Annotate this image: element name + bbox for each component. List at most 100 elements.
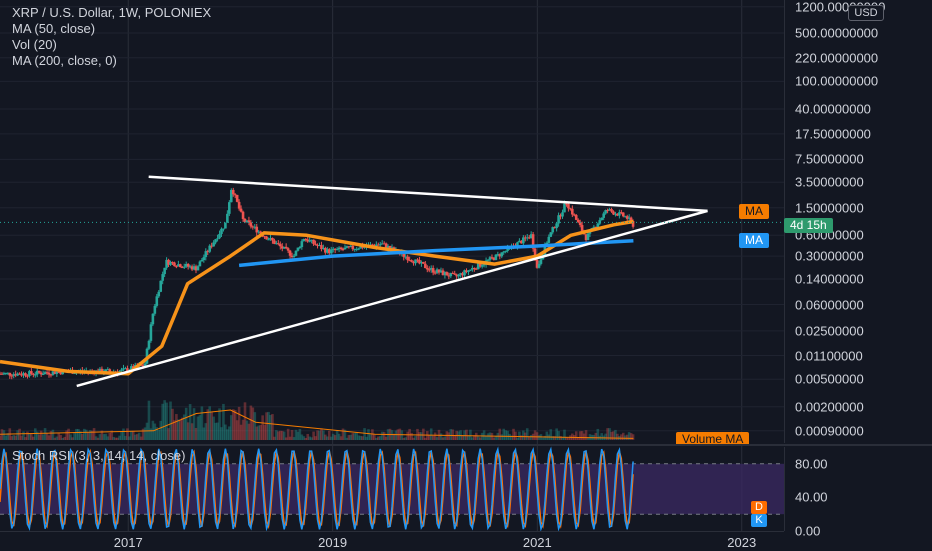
volume-bar	[310, 437, 313, 440]
volume-bar	[306, 433, 310, 440]
candle-body	[559, 215, 562, 217]
volume-bar	[120, 431, 123, 440]
time-axis[interactable]: 2017 2019 2021 2023	[0, 531, 784, 551]
candle-body	[473, 267, 476, 269]
volume-bar	[118, 435, 121, 440]
volume-bar	[41, 434, 45, 440]
volume-bar	[508, 433, 511, 440]
volume-bar	[588, 434, 592, 440]
volume-bar	[216, 422, 219, 440]
volume-bar	[629, 433, 633, 440]
volume-bar	[467, 435, 470, 440]
volume-bar	[259, 425, 262, 440]
volume-bar	[75, 428, 78, 440]
volume-bar	[449, 429, 453, 440]
volume-bar	[371, 429, 374, 440]
volume-bar	[53, 437, 57, 440]
candle-body	[55, 371, 59, 374]
candle-body	[22, 373, 25, 376]
volume-bar	[441, 437, 445, 440]
volume-bar	[226, 429, 229, 440]
volume-bar	[206, 409, 210, 440]
lower-trendline	[76, 209, 708, 388]
volume-bar	[414, 435, 417, 440]
candle-body	[412, 261, 415, 264]
volume-bar	[114, 437, 117, 440]
countdown-badge: 4d 15h	[784, 218, 833, 233]
volume-bar	[402, 437, 406, 440]
ma50-legend[interactable]: MA (50, close)	[12, 21, 96, 36]
candle-body	[324, 247, 327, 253]
candle-body	[414, 259, 417, 264]
volume-bar	[431, 435, 435, 440]
candle-body	[629, 217, 633, 222]
time-tick-label: 2023	[727, 535, 757, 550]
candle-body	[8, 372, 12, 376]
candle-body	[239, 208, 243, 212]
volume-bar	[237, 406, 241, 440]
volume-bar	[6, 433, 10, 440]
candle-body	[522, 237, 525, 244]
candle-body	[574, 215, 578, 220]
symbol-title[interactable]: XRP / U.S. Dollar, 1W, POLONIEX	[12, 5, 212, 20]
candle-body	[241, 211, 245, 219]
candle-body	[469, 269, 472, 271]
volume-bar	[375, 437, 378, 440]
volume-bar	[288, 436, 292, 440]
volume-bar	[57, 433, 61, 440]
candle-body	[571, 208, 574, 215]
volume-bar	[304, 437, 308, 440]
candle-body	[461, 273, 464, 276]
volume-bar	[251, 407, 255, 440]
volume-bar	[35, 431, 39, 440]
volume-bar	[131, 430, 135, 440]
candle-body	[229, 189, 233, 203]
volume-bar	[116, 437, 119, 440]
volume-bar	[316, 430, 319, 440]
candle-body	[576, 219, 580, 223]
volume-bar	[218, 408, 221, 440]
volume-bar	[167, 428, 170, 440]
candle-body	[416, 259, 419, 261]
volume-bar	[24, 437, 27, 440]
volume-bar	[549, 429, 553, 440]
candle-body	[108, 369, 112, 372]
candle-body	[161, 274, 164, 281]
volume-bar	[551, 436, 555, 440]
vol-legend[interactable]: Vol (20)	[12, 37, 57, 52]
ma50-line	[0, 219, 634, 376]
stoch-rsi-legend[interactable]: Stoch RSI (3, 3, 14, 14, close)	[12, 448, 186, 463]
candle-body	[141, 365, 145, 367]
candle-body	[557, 215, 560, 224]
volume-bar	[459, 430, 462, 440]
volume-bar	[527, 436, 531, 440]
candle-body	[159, 280, 163, 292]
candle-body	[349, 245, 353, 247]
volume-bar	[233, 410, 237, 440]
candle-body	[302, 239, 306, 242]
ma50-price-badge: MA	[739, 204, 769, 219]
volume-bar	[261, 415, 264, 440]
rsi-axis[interactable]: 80.00 40.00 0.00	[784, 447, 932, 539]
volume-bar	[506, 430, 509, 440]
volume-bar	[492, 437, 496, 440]
candle-body	[482, 264, 486, 266]
ma200-legend[interactable]: MA (200, close, 0)	[12, 53, 117, 68]
currency-label[interactable]: USD	[848, 5, 884, 21]
candle-body	[498, 254, 502, 257]
volume-bar	[535, 432, 539, 440]
candle-body	[0, 373, 2, 375]
volume-bar	[192, 408, 196, 440]
candle-body	[196, 266, 200, 271]
volume-bar	[169, 401, 172, 440]
candle-body	[500, 252, 504, 257]
candle-body	[427, 269, 431, 271]
volume-bar	[559, 436, 562, 440]
candle-body	[353, 248, 357, 250]
volume-bar	[312, 431, 315, 440]
volume-bar	[37, 434, 41, 440]
volume-bar	[161, 403, 164, 440]
volume-bar	[200, 406, 204, 440]
volume-bar	[253, 412, 257, 440]
